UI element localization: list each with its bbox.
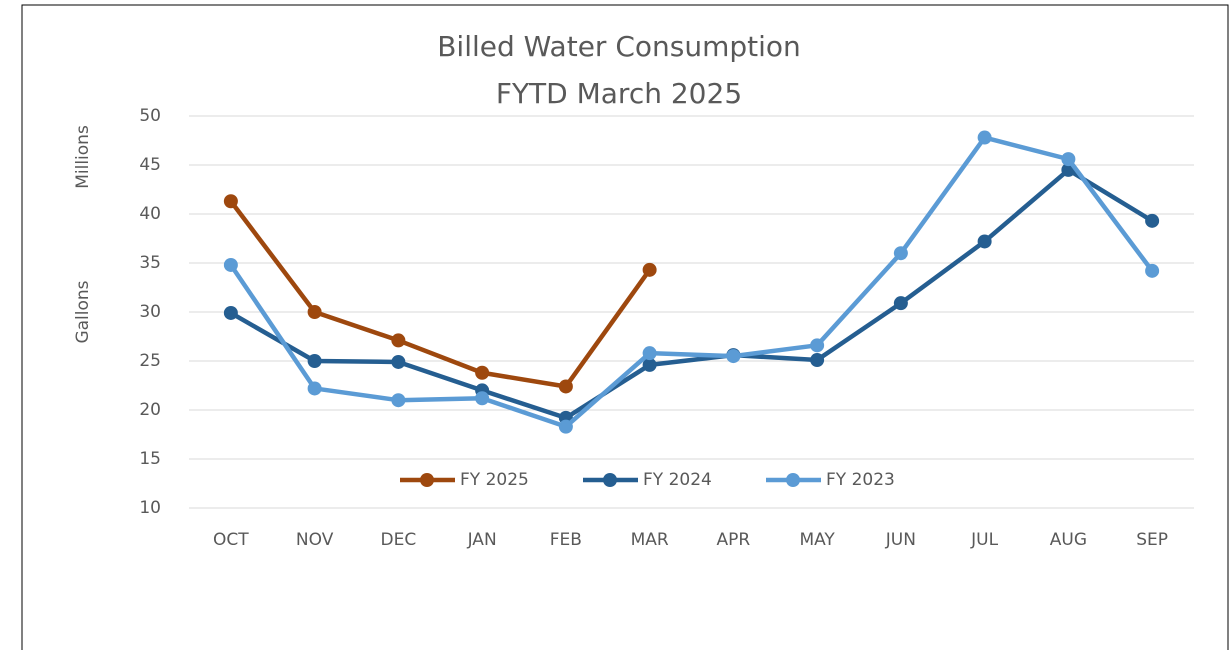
y-tick-label: 20 [139,400,161,420]
x-tick-label: APR [717,530,751,550]
data-point [893,246,908,261]
data-point [223,257,238,272]
x-tick-label: JAN [467,530,497,550]
x-tick-label: OCT [213,530,249,550]
x-tick-label: AUG [1050,530,1087,550]
legend-label: FY 2023 [826,470,895,490]
y-tick-label: 10 [139,498,161,518]
data-point [223,305,238,320]
data-point [558,419,573,434]
y-axis-unit: Millions [73,125,93,189]
data-point [558,379,573,394]
x-tick-label: MAR [631,530,669,550]
data-point [1061,152,1076,167]
x-tick-label: FEB [550,530,582,550]
y-tick-label: 40 [139,204,161,224]
data-point [307,354,322,368]
chart-subtitle: FYTD March 2025 [496,77,742,110]
data-point [810,353,825,368]
series-line [229,167,1154,421]
y-tick-label: 50 [139,106,161,126]
legend-label: FY 2024 [643,470,712,490]
x-tick-label: DEC [381,530,417,550]
x-tick-label: NOV [296,530,334,550]
x-tick-label: JUN [885,530,916,550]
data-point [391,333,406,348]
data-point [223,194,238,209]
data-point [977,234,992,249]
legend-label: FY 2025 [460,470,529,490]
data-point [810,338,825,353]
data-point [642,346,657,361]
series-line [229,135,1154,429]
legend-dot [420,473,434,487]
data-point [307,305,322,319]
data-point [893,296,908,311]
data-point [977,130,992,145]
data-point [642,262,657,277]
y-tick-label: 15 [139,449,161,469]
y-tick-label: 45 [139,155,161,175]
y-tick-label: 25 [139,351,161,371]
data-point [475,365,490,380]
y-axis-label: Gallons [73,280,93,343]
x-tick-label: JUL [970,530,998,550]
series-line [229,199,652,389]
y-tick-label: 30 [139,302,161,322]
x-tick-label: SEP [1136,530,1168,550]
data-point [391,354,406,369]
data-point [642,357,657,372]
data-point [1145,263,1160,278]
legend-dot [786,473,800,487]
data-point [1145,213,1160,228]
data-point [475,391,490,406]
data-point [391,393,406,408]
y-tick-label: 35 [139,253,161,273]
chart-frame [21,4,1229,650]
data-point [726,349,741,364]
data-point [307,381,322,396]
chart-title: Billed Water Consumption [437,30,801,63]
x-tick-label: MAY [799,530,835,550]
legend-dot [603,473,617,487]
